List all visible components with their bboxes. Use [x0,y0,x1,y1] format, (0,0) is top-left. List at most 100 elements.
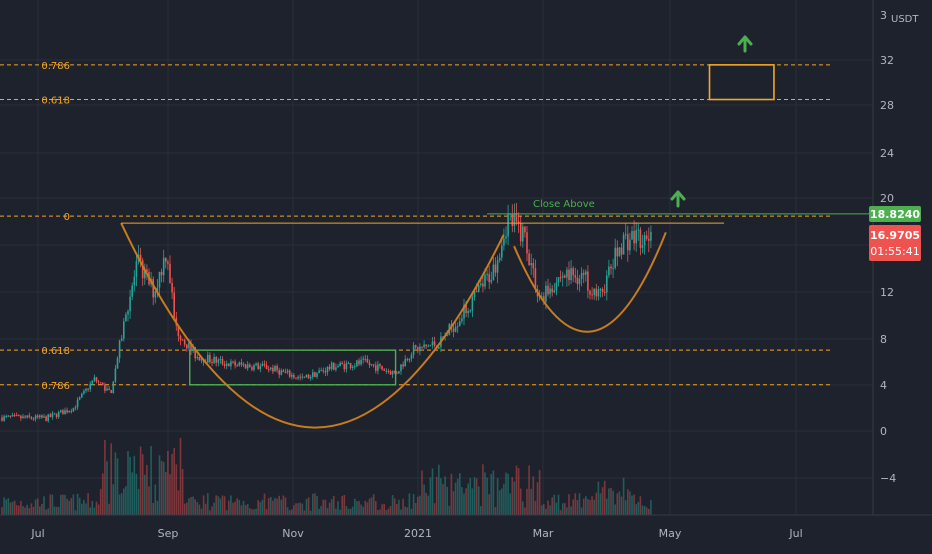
candle-body [242,364,245,366]
candle-body [601,289,604,293]
candle-body [648,238,650,241]
candle-body [120,338,123,341]
candle-body [165,257,167,262]
volume-bar [435,476,438,515]
candle-body [522,226,524,242]
volume-bar [387,508,390,515]
candle-body [57,411,60,418]
candle-body [505,236,507,239]
candle-body [362,358,364,360]
volume-bar [475,478,478,515]
volume-bar [381,504,383,515]
candle-body [30,416,33,419]
candle-body [595,288,598,297]
candle-body [15,415,18,417]
volume-bar [496,478,499,515]
volume-bar [528,465,530,515]
time-axis[interactable]: Jul Sep Nov 2021 Mar May Jul [30,527,802,540]
candle-body [515,213,518,222]
volume-bar [144,474,146,515]
handle-curve [513,231,667,333]
volume-bar [574,493,577,515]
candle-body [393,370,396,373]
volume-bar [532,476,535,515]
candle-body [223,364,226,366]
candle-body [557,277,560,283]
volume-bar [419,495,421,515]
volume-bar [238,499,241,515]
volume-bar [454,482,457,515]
candle-body [70,410,73,412]
candle-body [280,370,283,375]
candle-body [156,287,159,292]
volume-bar [171,453,173,515]
candle-body [377,364,379,371]
candle-body [354,366,356,368]
volume-bar [572,499,574,515]
candle-body [570,268,572,281]
candle-body [398,371,400,374]
volume-bar [116,458,119,515]
volume-bar [406,507,409,515]
volume-bar [616,493,619,515]
volume-bar [295,503,297,515]
volume-bar [391,495,394,515]
volume-bar [549,505,551,515]
candle-body [249,364,251,368]
price-tick-label: 12 [880,286,894,299]
volume-bar [162,461,165,515]
candle-body [272,367,274,372]
candle-body [551,288,553,293]
resistance-line [121,213,873,224]
price-tick-label: 32 [880,54,894,67]
candle-body [198,356,201,361]
volume-bar [207,493,209,515]
candle-body [347,363,350,365]
volume-bar [599,493,602,515]
candle-body [553,290,556,293]
volume-bar [148,486,150,515]
volume-bar [618,491,621,515]
candle-body [221,358,224,365]
volume-bar [219,498,222,515]
candle-body [412,345,415,355]
price-tick-label: −4 [880,472,896,485]
volume-bar [234,501,236,515]
volume-bar [160,460,163,515]
volume-bar [473,477,476,515]
candle-body [276,365,278,371]
volume-bar [299,502,301,515]
volume-bar [15,504,18,515]
time-tick-label: May [659,527,682,540]
last-price-value: 16.9705 [870,229,920,242]
volume-bar [650,500,652,515]
volume-bar [274,497,276,515]
candle-body [372,364,375,366]
candle-body [555,282,558,291]
volume-bar [645,507,648,515]
candle-body [133,276,136,286]
volume-bar [150,446,152,515]
candle-body [102,382,104,385]
candle-body [641,245,644,248]
candle-body [301,376,304,378]
candle-body [391,370,394,375]
candle-body [423,344,425,348]
candle-body [106,388,108,391]
volume-bar [324,499,327,515]
volume-bar [211,506,213,515]
candle-body [316,373,318,378]
candle-body [207,354,209,363]
volume-bar [356,501,358,515]
volume-bar [513,481,516,515]
volume-bar [204,503,207,515]
volume-bar [459,473,461,515]
candle-body [110,390,112,394]
price-axis[interactable]: 3322824201612840−4 [880,9,896,485]
candle-body [532,263,535,269]
volume-bar [20,500,22,515]
volume-bar [444,476,446,515]
volume-bar [576,500,579,515]
